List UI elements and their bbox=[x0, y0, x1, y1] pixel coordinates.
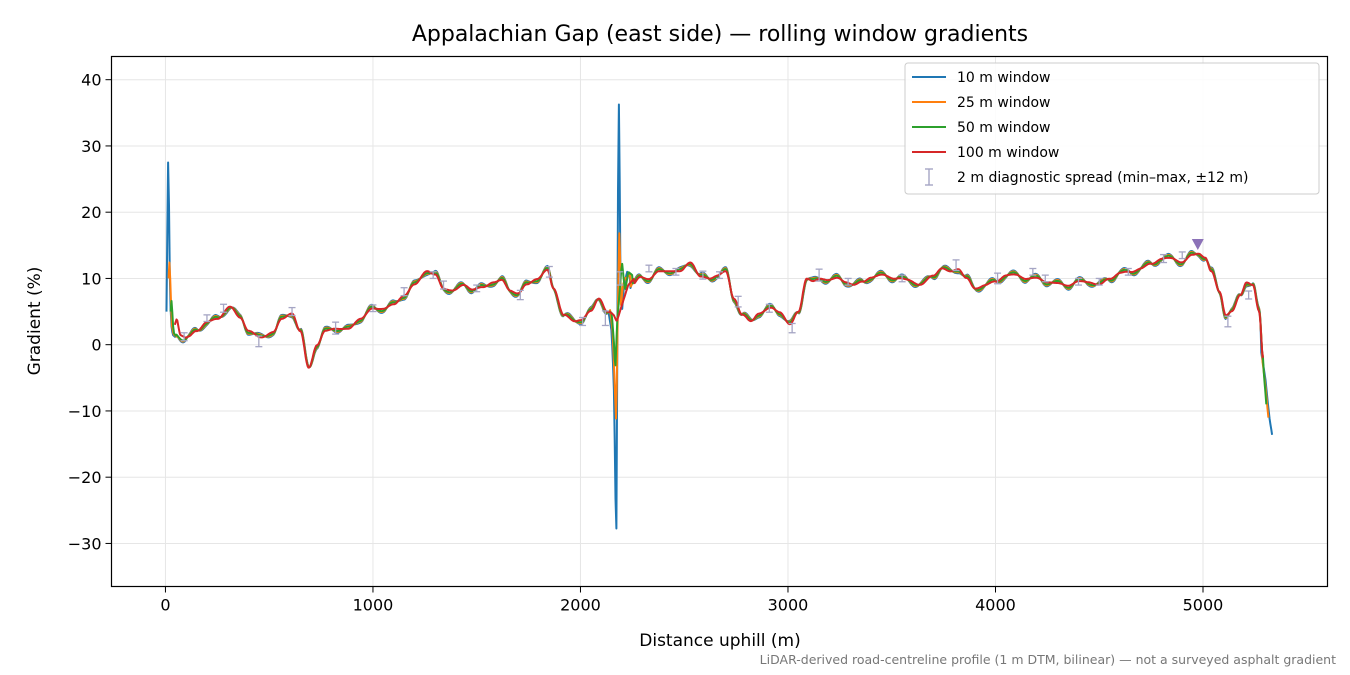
x-tick-label: 2000 bbox=[560, 596, 601, 615]
diagnostic-errorbar bbox=[516, 289, 524, 301]
diagnostic-errorbar bbox=[180, 332, 188, 342]
diagnostic-errorbar bbox=[952, 259, 960, 272]
diagnostic-errorbar bbox=[1095, 277, 1103, 286]
diagnostic-errorbar bbox=[332, 321, 340, 335]
series-line-4 bbox=[173, 252, 1264, 369]
y-tick-label: 10 bbox=[81, 269, 101, 288]
axes-frame bbox=[110, 55, 1329, 588]
diagnostic-errorbar bbox=[1160, 253, 1168, 264]
y-tick-label: 20 bbox=[81, 203, 101, 222]
y-axis-label: Gradient (%) bbox=[25, 267, 45, 376]
diagnostic-errorbar bbox=[255, 335, 263, 348]
plot-area bbox=[165, 103, 1274, 530]
diagnostic-errorbar bbox=[440, 280, 448, 290]
diagnostic-errorbar bbox=[994, 272, 1002, 285]
diagnostic-errorbar bbox=[672, 267, 680, 276]
x-tick-label: 0 bbox=[160, 596, 170, 615]
y-tick-label: −10 bbox=[68, 402, 102, 421]
diagnostic-errorbar bbox=[400, 287, 408, 297]
legend-label: 2 m diagnostic spread (min–max, ±12 m) bbox=[957, 170, 1248, 186]
diagnostic-errorbar bbox=[579, 316, 587, 327]
y-tick-label: 30 bbox=[81, 137, 101, 156]
x-tick-label: 5000 bbox=[1183, 596, 1224, 615]
diagnostic-errorbar bbox=[815, 268, 823, 282]
diagnostic-errorbar bbox=[288, 306, 296, 317]
legend-item: 100 m window bbox=[912, 145, 1059, 161]
footnote: LiDAR-derived road-centreline profile (1… bbox=[760, 652, 1336, 667]
diagnostic-errorbar bbox=[616, 271, 624, 286]
diagnostic-errorbar bbox=[545, 265, 553, 278]
x-tick-label: 4000 bbox=[975, 596, 1016, 615]
diagnostic-errorbar bbox=[1041, 274, 1049, 283]
y-tick-label: 0 bbox=[91, 336, 101, 355]
diagnostic-errorbar bbox=[601, 310, 609, 327]
diagnostic-errorbar bbox=[1245, 290, 1253, 300]
axis-ticks: 0 1000 2000 3000 4000 5000 −30 −20 −10 0 10 20 30 40 bbox=[68, 71, 1224, 615]
diagnostic-errorbar bbox=[369, 304, 377, 313]
diagnostic-errorbar bbox=[1178, 251, 1186, 260]
diagnostic-errorbar bbox=[765, 303, 773, 313]
diagnostic-errorbar bbox=[788, 322, 796, 334]
diagnostic-errorbar bbox=[645, 264, 653, 273]
diagnostic-errorbar bbox=[203, 314, 211, 323]
x-axis-label: Distance uphill (m) bbox=[639, 631, 800, 651]
legend-label: 25 m window bbox=[957, 95, 1050, 111]
diagnostic-errorbar bbox=[1124, 267, 1132, 276]
x-tick-label: 3000 bbox=[768, 596, 809, 615]
legend-label: 10 m window bbox=[957, 70, 1050, 86]
legend-item: 10 m window bbox=[912, 70, 1050, 86]
legend-label: 50 m window bbox=[957, 120, 1050, 136]
diagnostic-errorbar bbox=[473, 284, 481, 293]
diagnostic-errorbar bbox=[1224, 315, 1232, 328]
legend-item: 50 m window bbox=[912, 120, 1050, 136]
diagnostic-errorbar bbox=[220, 303, 228, 313]
diagnostic-errorbar bbox=[716, 271, 723, 280]
y-tick-label: 40 bbox=[81, 71, 101, 90]
series-line-2 bbox=[167, 232, 1270, 420]
legend-box bbox=[904, 62, 1320, 195]
peak-marker bbox=[1191, 238, 1204, 250]
diagnostic-errorbar bbox=[1074, 277, 1082, 286]
legend-item: 25 m window bbox=[912, 95, 1050, 111]
legend-label: 100 m window bbox=[957, 145, 1059, 161]
x-tick-label: 1000 bbox=[353, 596, 394, 615]
diagnostic-errorbar bbox=[699, 270, 707, 280]
chart-title: Appalachian Gap (east side) — rolling wi… bbox=[412, 22, 1028, 47]
diagnostic-errorbar bbox=[898, 274, 906, 283]
y-tick-label: −30 bbox=[68, 534, 102, 553]
legend: 10 m window 25 m window 50 m window 100 m w… bbox=[904, 62, 1320, 195]
y-tick-label: −20 bbox=[68, 468, 102, 487]
diagnostic-errorbar bbox=[429, 271, 437, 280]
legend-item: 2 m diagnostic spread (min–max, ±12 m) bbox=[925, 168, 1248, 186]
diagnostic-errorbar bbox=[844, 277, 852, 286]
diagnostic-errorbar bbox=[734, 295, 742, 308]
diagnostic-errorbar bbox=[1029, 267, 1037, 276]
